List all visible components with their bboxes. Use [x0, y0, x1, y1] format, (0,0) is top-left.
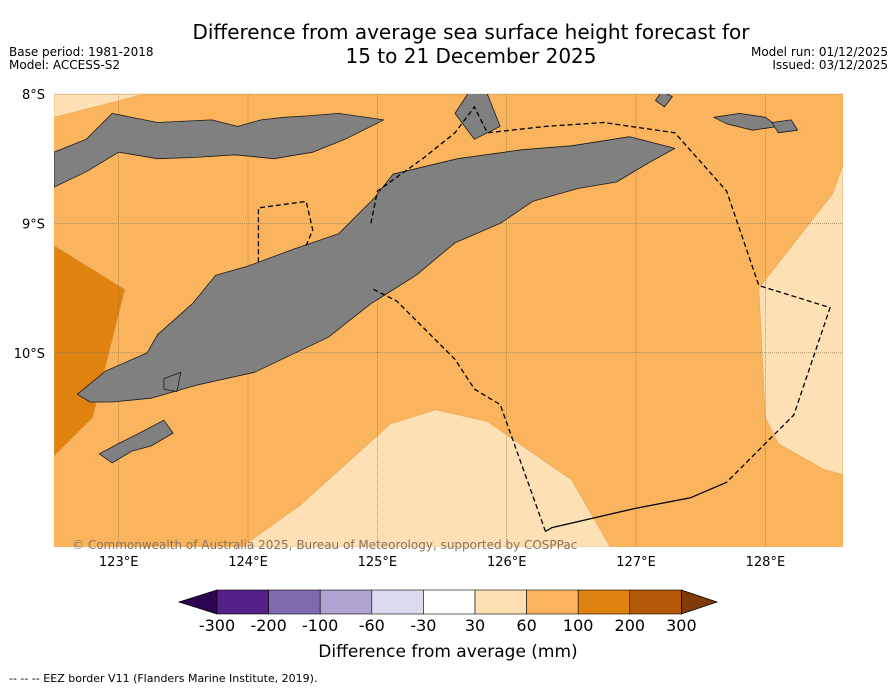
- colorbar-tick-8: 100: [563, 616, 594, 635]
- colorbar-bin-4: [371, 589, 424, 615]
- colorbar-bin-8: [577, 589, 631, 615]
- region-100-to-200-mm: [54, 245, 126, 457]
- chart-title: Difference from average sea surface heig…: [0, 20, 896, 68]
- eez-footnote: -- -- -- EEZ border V11 (Flanders Marine…: [9, 672, 318, 685]
- chart-title-line-1: Difference from average sea surface heig…: [192, 20, 750, 44]
- eez-line-3: [545, 481, 727, 533]
- colorbar-bin-9: [629, 589, 682, 615]
- colorbar-tick-10: 300: [666, 616, 697, 635]
- colorbar-bin-5: [423, 589, 476, 615]
- region-30-to-60-mm-north-west-corner: [54, 94, 145, 118]
- land-alor-and-solor-islands: [54, 113, 385, 188]
- colorbar-label: Difference from average (mm): [318, 642, 577, 662]
- colorbar-bin-1: [216, 589, 269, 615]
- land-roti: [98, 419, 174, 464]
- eez-line-4: [370, 287, 547, 532]
- region-30-to-60-mm-east: [758, 165, 843, 475]
- chart-title-line-2: 15 to 21 December 2025: [345, 44, 597, 68]
- copyright-notice: © Commonwealth of Australia 2025, Bureau…: [72, 538, 577, 552]
- lon-tick-label-125: 125°E: [358, 555, 398, 570]
- run-info: Model run: 01/12/2025 Issued: 03/12/2025: [751, 46, 888, 72]
- model-name: Model: ACCESS-S2: [9, 58, 121, 72]
- axis-ticks: 123°E 124°E 125°E 126°E 127°E 128°E 8°S 9°S 10°S: [14, 88, 785, 570]
- colorbar-tick-3: -100: [302, 616, 338, 635]
- colorbar-over-arrow: [681, 589, 719, 615]
- colorbar-tick-5: -30: [410, 616, 436, 635]
- colorbar-tick-2: -200: [250, 616, 286, 635]
- colorbar-bin-3: [319, 589, 373, 615]
- contour-regions: [54, 94, 843, 547]
- lat-tick-label-10: 10°S: [14, 347, 45, 362]
- land-timor: [76, 136, 676, 403]
- land-wetar: [454, 94, 501, 140]
- base-period: Base period: 1981-2018: [9, 45, 154, 59]
- colorbar-bin-2: [268, 589, 321, 615]
- colorbar-tick-6: 30: [465, 616, 485, 635]
- lon-tick-label-123: 123°E: [99, 555, 139, 570]
- lat-tick-label-8: 8°S: [22, 88, 45, 103]
- colorbar-tick-9: 200: [615, 616, 646, 635]
- colorbar-tick-1: -300: [199, 616, 235, 635]
- colorbar-tick-4: -60: [359, 616, 385, 635]
- colorbar: -300 -200 -100 -60 -30 30 60 100 200 300: [177, 589, 719, 635]
- region-30-to-60-mm-south: [240, 409, 611, 547]
- colorbar-bin-6: [474, 589, 527, 615]
- lon-tick-label-128: 128°E: [746, 555, 786, 570]
- issued-date: Issued: 03/12/2025: [772, 58, 888, 72]
- lon-tick-label-127: 127°E: [616, 555, 656, 570]
- model-run: Model run: 01/12/2025: [750, 45, 888, 59]
- eez-line-1: [257, 200, 314, 263]
- lon-tick-label-126: 126°E: [487, 555, 527, 570]
- colorbar-bin-7: [526, 589, 579, 615]
- base-info: Base period: 1981-2018 Model: ACCESS-S2: [9, 46, 154, 72]
- eez-line-2: [370, 105, 831, 483]
- land-semau: [163, 371, 182, 393]
- land-moa: [771, 119, 799, 134]
- colorbar-tick-7: 60: [516, 616, 536, 635]
- lat-tick-label-9: 9°S: [22, 217, 45, 232]
- land-masses: [54, 94, 799, 464]
- eez-borders: [257, 105, 831, 533]
- colorbar-under-arrow: [177, 589, 218, 615]
- land-kisar: [655, 94, 673, 108]
- lon-tick-label-124: 124°E: [228, 555, 268, 570]
